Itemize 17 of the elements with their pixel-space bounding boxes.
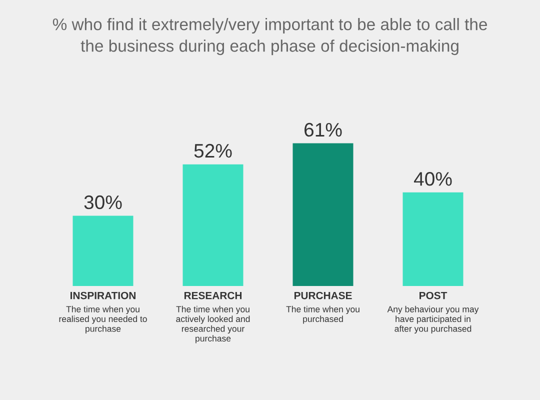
bar [292, 143, 354, 286]
data-label: 52% [194, 144, 232, 158]
bar [72, 216, 134, 286]
text: The time when you purchased [286, 306, 360, 324]
data-label: 61% [304, 122, 342, 137]
data-label: 30% [84, 195, 122, 210]
data-label: 40% [414, 172, 452, 186]
x-tick-label: POST [420, 292, 448, 300]
x-tick-label: PURCHASE [294, 292, 352, 300]
bar [402, 192, 464, 286]
x-tick-label: RESEARCH [184, 292, 242, 300]
text: The time when you realised you needed to purchase [59, 306, 147, 334]
chart-title: % who find it extremely/very important to be able to call the the business during each phase of decision-making [52, 18, 487, 56]
x-tick-label: INSPIRATION [70, 292, 136, 300]
text: The time when you actively looked and researched your purchase [176, 306, 250, 344]
text: Any behaviour you may have participated in after you purchased [387, 306, 479, 334]
bar [182, 164, 244, 286]
